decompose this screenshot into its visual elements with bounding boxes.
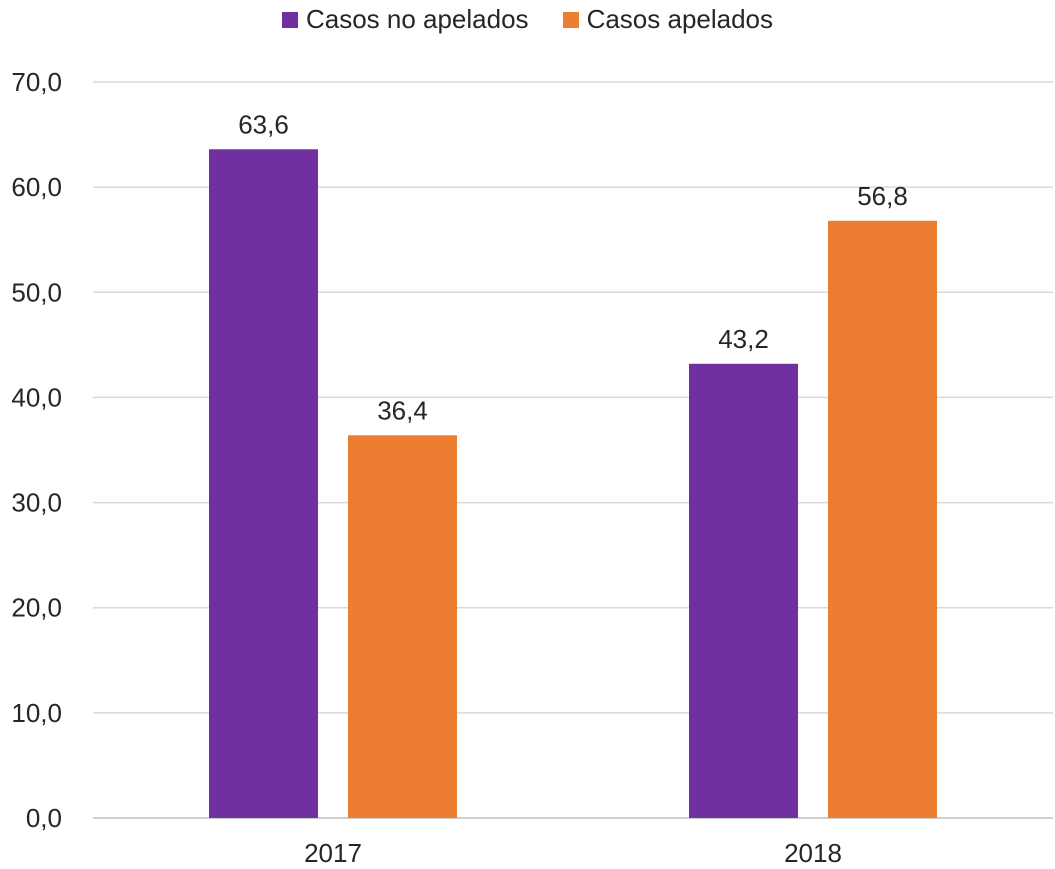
y-tick-label: 30,0 (11, 488, 62, 518)
data-label: 36,4 (377, 395, 428, 425)
y-tick-label: 40,0 (11, 382, 62, 412)
bar (209, 149, 318, 818)
x-tick-label: 2017 (304, 838, 362, 868)
y-tick-label: 50,0 (11, 277, 62, 307)
data-label: 56,8 (857, 181, 908, 211)
data-label: 63,6 (238, 109, 289, 139)
x-tick-label: 2018 (784, 838, 842, 868)
y-tick-label: 70,0 (11, 67, 62, 97)
data-label: 43,2 (718, 324, 769, 354)
y-tick-label: 60,0 (11, 172, 62, 202)
legend-swatch-apelados (562, 11, 579, 28)
legend-item-no-apelados: Casos no apelados (281, 4, 529, 35)
bar (348, 435, 457, 818)
y-tick-label: 20,0 (11, 593, 62, 623)
y-tick-label: 10,0 (11, 698, 62, 728)
legend-label-apelados: Casos apelados (586, 4, 774, 34)
y-tick-label: 0,0 (26, 803, 62, 833)
legend-label-no-apelados: Casos no apelados (305, 4, 529, 34)
legend-item-apelados: Casos apelados (562, 4, 774, 35)
chart-legend: Casos no apelados Casos apelados (0, 4, 1055, 35)
legend-swatch-no-apelados (281, 11, 298, 28)
bar (689, 363, 798, 818)
bar (828, 220, 937, 818)
